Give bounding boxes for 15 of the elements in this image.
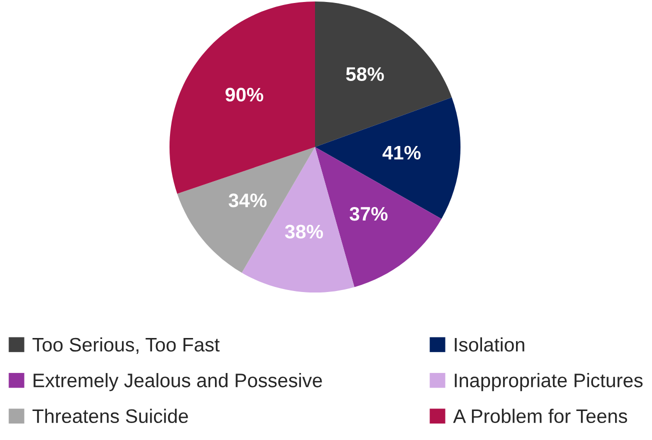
data-label: 58% bbox=[346, 67, 384, 81]
data-label: 38% bbox=[285, 224, 323, 239]
pie-slice bbox=[315, 2, 452, 147]
pie-slice bbox=[315, 97, 460, 219]
legend-label: Threatens Suicide bbox=[32, 408, 188, 424]
legend-label: Inappropriate Pictures bbox=[454, 373, 643, 392]
legend-label: A Problem for Teens bbox=[453, 408, 628, 424]
data-label: 37% bbox=[350, 206, 388, 221]
data-label: 34% bbox=[228, 194, 267, 208]
legend-label: Isolation bbox=[454, 337, 524, 352]
data-label: 90% bbox=[226, 88, 264, 102]
legend-label: Too Serious, Too Fast bbox=[32, 337, 220, 354]
pie-slice bbox=[170, 2, 315, 194]
legend-label: Extremely Jealous and Possesive bbox=[34, 373, 322, 392]
data-label: 41% bbox=[382, 146, 421, 160]
